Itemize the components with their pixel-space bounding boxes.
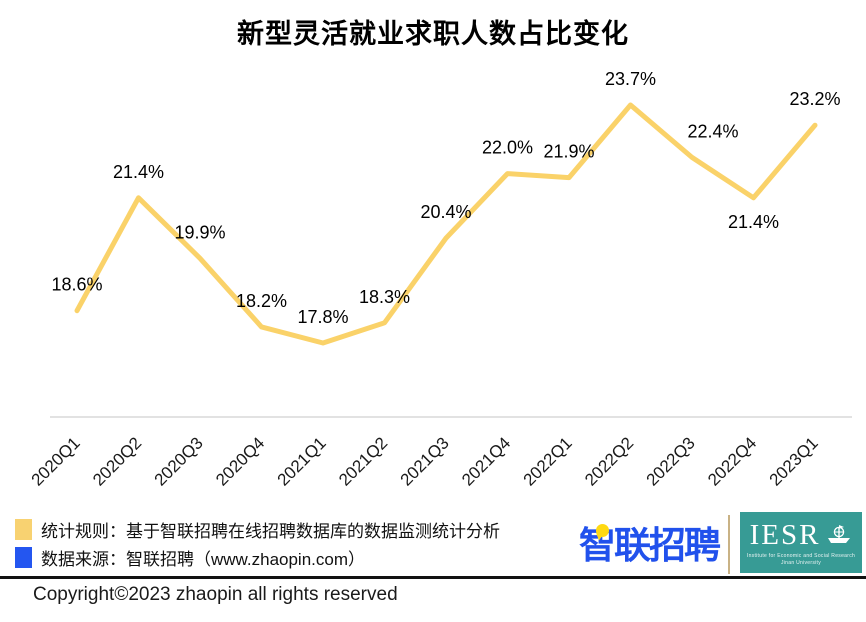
x-axis-label: 2020Q2 xyxy=(89,433,145,489)
logo-divider xyxy=(728,515,730,574)
data-label: 21.4% xyxy=(113,162,164,182)
trend-line xyxy=(74,102,818,346)
x-axis-label: 2020Q1 xyxy=(28,433,84,489)
legend-item-rule: 统计规则：基于智联招聘在线招聘数据库的数据监测统计分析 xyxy=(15,519,500,541)
data-label: 18.2% xyxy=(236,291,287,311)
iesr-logo-row: IESR xyxy=(740,520,862,550)
data-label: 19.9% xyxy=(174,222,225,242)
data-label: 18.3% xyxy=(359,287,410,307)
x-axis-label: 2021Q3 xyxy=(397,433,453,489)
legend-label-source: 数据来源：智联招聘（www.zhaopin.com） xyxy=(41,550,366,569)
chart-title: 新型灵活就业求职人数占比变化 xyxy=(237,19,629,49)
data-label: 18.6% xyxy=(51,275,102,295)
x-axis-label: 2022Q3 xyxy=(643,433,699,489)
x-axis-label: 2021Q2 xyxy=(335,433,391,489)
legend-label-rule: 统计规则：基于智联招聘在线招聘数据库的数据监测统计分析 xyxy=(41,522,500,541)
x-axis-label: 2020Q3 xyxy=(151,433,207,489)
zhaopin-pin-icon xyxy=(596,524,609,537)
data-label: 23.2% xyxy=(789,89,840,109)
legend-swatch-blue xyxy=(15,547,32,568)
data-label: 22.4% xyxy=(687,121,738,141)
data-label: 21.9% xyxy=(543,142,594,162)
data-label: 20.4% xyxy=(420,202,471,222)
iesr-caption: Institute for Economic and Social Resear… xyxy=(746,553,856,566)
footer-divider xyxy=(0,576,866,579)
x-axis-label: 2021Q4 xyxy=(458,433,514,489)
x-axis-label: 2020Q4 xyxy=(212,433,268,489)
legend-swatch-yellow xyxy=(15,519,32,540)
data-label: 23.7% xyxy=(605,69,656,89)
x-axis-label: 2022Q2 xyxy=(581,433,637,489)
iesr-logo: IESR Institute for Economic and Social R… xyxy=(740,512,862,573)
legend-item-source: 数据来源：智联招聘（www.zhaopin.com） xyxy=(15,547,500,569)
iesr-logo-text: IESR xyxy=(749,519,821,551)
x-axis-label: 2022Q4 xyxy=(704,433,760,489)
legend: 统计规则：基于智联招聘在线招聘数据库的数据监测统计分析 数据来源：智联招聘（ww… xyxy=(15,519,500,575)
zhaopin-logo: 智联招聘 xyxy=(579,521,725,573)
copyright-text: Copyright©2023 zhaopin all rights reserv… xyxy=(33,584,398,605)
x-axis-label: 2022Q1 xyxy=(520,433,576,489)
line-chart: 18.6% 21.4% 19.9% 18.2% 17.8% 18.3% 20.4% 22.0%… xyxy=(28,69,852,490)
x-axis-label: 2021Q1 xyxy=(274,433,330,489)
data-label: 22.0% xyxy=(482,138,533,158)
data-label: 21.4% xyxy=(728,212,779,232)
x-axis-label: 2023Q1 xyxy=(766,433,822,489)
data-label: 17.8% xyxy=(297,307,348,327)
iesr-ship-icon xyxy=(828,525,851,543)
